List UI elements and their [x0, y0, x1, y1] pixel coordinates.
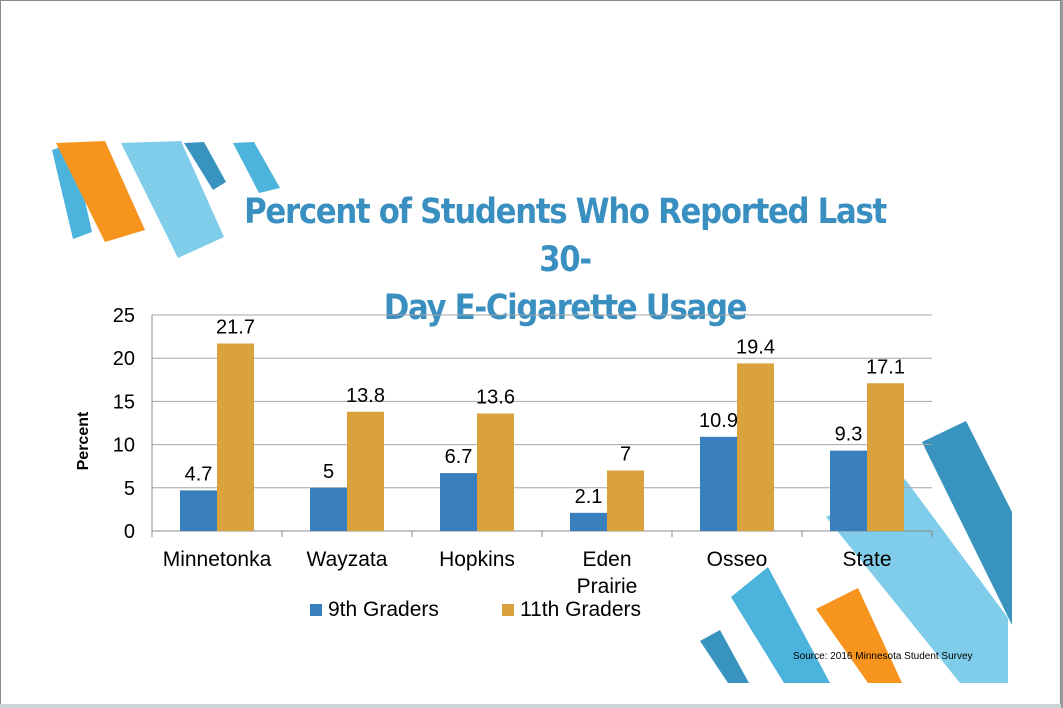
- y-tick-label-25: 25: [113, 305, 135, 327]
- bar-9th-state: [830, 450, 867, 531]
- x-tick-label: State: [842, 548, 891, 571]
- y-tick-label-15: 15: [113, 391, 135, 413]
- bar-11th-osseo: [737, 363, 774, 531]
- data-label: 7: [620, 444, 631, 466]
- deco-stripe-orange-bottom: [816, 588, 902, 683]
- chart-title-line-1: Percent of Students Who Reported Last 30…: [244, 192, 887, 280]
- bar-11th-wayzata: [347, 411, 384, 531]
- deco-stripe-lightblue-top: [121, 141, 224, 258]
- bar-11th-minnetonka: [217, 343, 254, 531]
- bar-9th-hopkins: [440, 473, 477, 531]
- deco-stripe-darkblue-top: [184, 142, 226, 190]
- x-tick-label: Minnetonka: [163, 548, 272, 571]
- data-label: 19.4: [736, 336, 775, 358]
- y-tick-label-20: 20: [113, 348, 135, 370]
- data-label: 2.1: [575, 486, 603, 508]
- chart-title: Percent of Students Who Reported Last 30…: [217, 188, 912, 332]
- deco-stripe-blue-left: [52, 143, 92, 239]
- x-tick-label: Prairie: [577, 575, 638, 598]
- data-label: 9.3: [835, 424, 863, 446]
- y-tick-label-0: 0: [124, 521, 135, 543]
- bar-9th-minnetonka: [180, 490, 217, 531]
- data-label: 10.9: [699, 410, 738, 432]
- deco-stripe-orange-top: [56, 141, 145, 242]
- data-label: 21.7: [216, 317, 255, 339]
- y-tick-label-5: 5: [124, 478, 135, 500]
- chart-title-line-2: Day E-Cigarette Usage: [383, 288, 748, 328]
- bar-9th-eden-prairie: [570, 512, 607, 531]
- data-label: 6.7: [445, 446, 473, 468]
- y-axis-title: Percent: [75, 411, 92, 471]
- legend-swatch-9th-graders: [310, 604, 322, 616]
- window-right-edge: [1061, 0, 1063, 708]
- deco-stripe-midblue-top: [233, 142, 280, 193]
- data-label: 13.6: [476, 386, 515, 408]
- bar-11th-hopkins: [477, 413, 514, 531]
- deco-stripe-darkblue-bottom: [700, 630, 749, 683]
- bar-9th-wayzata: [310, 487, 347, 531]
- bar-11th-state: [867, 383, 904, 531]
- legend-label-9th-graders: 9th Graders: [328, 598, 439, 621]
- x-tick-label: Hopkins: [439, 548, 515, 571]
- data-label: 13.8: [346, 385, 385, 407]
- deco-stripe-midblue-bottom: [731, 567, 830, 683]
- deco-stripe-darkblue-right: [922, 421, 1012, 625]
- legend-label-11th-graders: 11th Graders: [520, 598, 642, 621]
- window-bottom-edge: [0, 704, 1063, 708]
- bar-11th-eden-prairie: [607, 470, 644, 531]
- data-label: 4.7: [185, 463, 213, 485]
- x-tick-label: Osseo: [707, 548, 768, 571]
- data-label: 17.1: [866, 356, 905, 378]
- data-label: 5: [323, 461, 334, 483]
- source-note: Source: 2016 Minnesota Student Survey: [793, 651, 973, 662]
- y-tick-label-10: 10: [113, 435, 135, 457]
- x-tick-label: Eden: [582, 548, 631, 571]
- legend-swatch-11th-graders: [502, 604, 514, 616]
- bar-9th-osseo: [700, 436, 737, 531]
- x-tick-label: Wayzata: [307, 548, 388, 571]
